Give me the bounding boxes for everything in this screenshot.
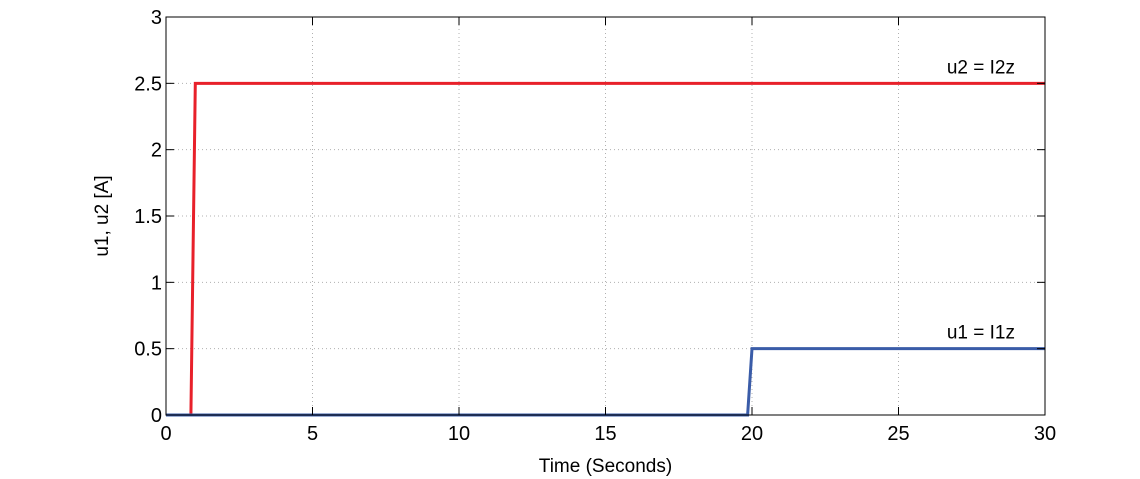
x-tick-label: 25: [887, 423, 909, 445]
y-tick-label: 3: [151, 7, 162, 29]
y-tick-label: 2: [151, 140, 162, 162]
ticks: 0 5 10 15 20 25 30 0 0.5 1 1.5 2 2.5 3: [134, 7, 1056, 445]
x-tick-label: 5: [307, 423, 318, 445]
x-tick-label: 15: [594, 423, 616, 445]
x-tick-label: 0: [160, 423, 171, 445]
y-tick-label: 2.5: [134, 73, 162, 95]
y-axis-title: u1, u2 [A]: [92, 175, 113, 256]
x-axis-title: Time (Seconds): [539, 456, 672, 477]
series-label: u2 = I2z: [947, 57, 1015, 78]
y-tick-label: 1: [151, 272, 162, 294]
series-labels: u2 = I2z u1 = I1z: [947, 57, 1015, 343]
y-tick-label: 0: [151, 405, 162, 427]
x-tick-label: 20: [741, 423, 763, 445]
y-tick-label: 1.5: [134, 206, 162, 228]
grid: [166, 17, 1045, 415]
y-tick-label: 0.5: [134, 339, 162, 361]
x-tick-label: 30: [1034, 423, 1056, 445]
x-tick-label: 10: [448, 423, 470, 445]
plot-frame: [165, 16, 1046, 416]
series-label: u1 = I1z: [947, 323, 1015, 344]
